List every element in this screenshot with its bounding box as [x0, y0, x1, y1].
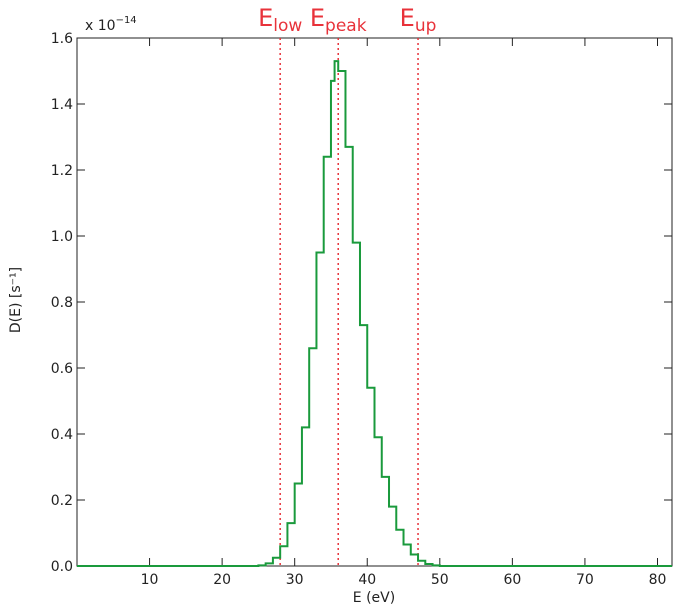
- x-tick-label: 50: [431, 572, 449, 588]
- marker-base-low: E: [258, 4, 273, 32]
- x-tick-label: 80: [649, 572, 667, 588]
- x-tick-label: 40: [358, 572, 376, 588]
- marker-label-up: Eup: [400, 4, 437, 36]
- y-tick-label: 0.8: [51, 295, 73, 311]
- x-tick-label: 70: [576, 572, 594, 588]
- y-tick-label: 0.4: [51, 427, 73, 443]
- energy-markers: Elow Epeak Eup: [258, 4, 436, 566]
- x-axis-label: E (eV): [353, 590, 395, 606]
- y-axis: 0.0 0.2 0.4 0.6 0.8 1.0 1.2 1.4 1.6: [51, 31, 672, 575]
- y-axis-label: D(E) [s⁻¹]: [8, 267, 24, 333]
- y-tick-label: 0.6: [51, 361, 73, 377]
- y-tick-label: 1.2: [51, 163, 73, 179]
- marker-sub-up: up: [415, 16, 437, 36]
- y-tick-label: 0.0: [51, 559, 73, 575]
- x-tick-label: 10: [141, 572, 159, 588]
- x-tick-label: 20: [213, 572, 231, 588]
- plot-frame: [76, 37, 673, 567]
- marker-sub-peak: peak: [325, 16, 367, 36]
- marker-base-up: E: [400, 4, 415, 32]
- marker-label-peak: Epeak: [310, 4, 367, 36]
- y-tick-label: 1.4: [51, 97, 73, 113]
- y-tick-label: 1.6: [51, 31, 73, 47]
- y-tick-label: 1.0: [51, 229, 73, 245]
- y-multiplier: x 10−14: [85, 15, 137, 34]
- marker-label-low: Elow: [258, 4, 302, 36]
- marker-base-peak: E: [310, 4, 325, 32]
- y-multiplier-base: x 10: [85, 18, 116, 34]
- y-tick-label: 0.2: [51, 493, 73, 509]
- series-line: [77, 60, 672, 567]
- x-tick-label: 60: [503, 572, 521, 588]
- x-tick-label: 30: [286, 572, 304, 588]
- y-multiplier-exponent: −14: [116, 15, 137, 26]
- x-axis: 10 20 30 40 50 60 70 80: [141, 38, 667, 588]
- marker-sub-low: low: [273, 16, 302, 36]
